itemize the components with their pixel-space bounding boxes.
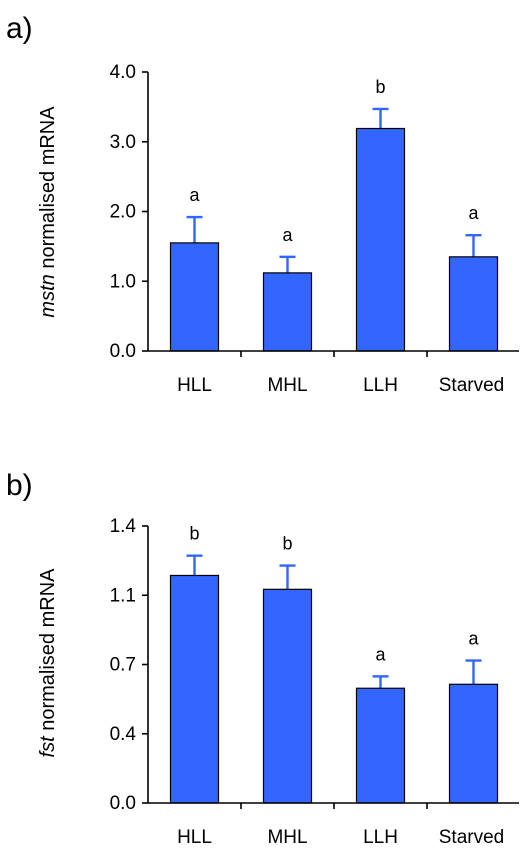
significance-label: a	[282, 225, 293, 245]
y-axis-label-a: mstn normalised mRNA	[37, 106, 59, 318]
bars-b: b b a a	[169, 524, 499, 809]
panel-b: b) fst normalised mRNA 0.0 0.4 0.7 1.1 1.4 b…	[6, 469, 519, 848]
category-label: LLH	[363, 827, 398, 848]
category-label: Starved	[439, 375, 504, 396]
category-label: Starved	[439, 827, 504, 848]
bar	[448, 683, 499, 804]
categories-a: HLL MHL LLH Starved	[177, 375, 504, 396]
bar	[169, 574, 220, 804]
y-tick-label: 3.0	[110, 132, 136, 153]
y-axis-label-b-rest: normalised mRNA	[37, 568, 59, 736]
significance-label: b	[375, 77, 385, 97]
y-tick-label: 0.0	[110, 793, 136, 814]
significance-label: b	[189, 524, 199, 544]
y-tick-label: 2.0	[110, 202, 136, 223]
y-ticks-b: 0.0 0.4 0.7 1.1 1.4	[110, 516, 148, 814]
bar	[448, 256, 499, 352]
y-tick-label: 0.7	[110, 655, 136, 676]
significance-label: a	[468, 629, 479, 649]
category-label: MHL	[267, 827, 307, 848]
y-axis-label-a-gene: mstn	[37, 274, 59, 317]
y-axis-label-b-gene: fst	[37, 735, 59, 758]
significance-label: a	[189, 185, 200, 205]
y-ticks-a: 0.0 1.0 2.0 3.0 4.0	[110, 62, 148, 362]
significance-label: a	[375, 644, 386, 664]
category-label: LLH	[363, 375, 398, 396]
category-label: MHL	[267, 375, 307, 396]
bar	[355, 127, 406, 352]
panel-a: a) mstn normalised mRNA 0.01.02.03.04.0 …	[6, 12, 519, 396]
category-label: HLL	[177, 827, 212, 848]
y-axis-label-b: fst normalised mRNA	[37, 568, 59, 758]
categories-b: HLL MHL LLH Starved	[177, 827, 504, 848]
category-label: HLL	[177, 375, 212, 396]
y-tick-label: 1.1	[110, 585, 136, 606]
significance-label: a	[468, 203, 479, 223]
bar	[355, 687, 406, 804]
y-axis-label-a-rest: normalised mRNA	[37, 106, 59, 274]
panel-label-b: b)	[6, 469, 33, 502]
y-tick-label: 0.4	[110, 724, 137, 745]
bars-a: a a b a	[169, 77, 499, 357]
bar	[262, 588, 313, 804]
bar	[169, 242, 220, 352]
y-tick-label: 1.0	[110, 271, 136, 292]
bar	[262, 272, 313, 352]
y-tick-label: 1.4	[110, 516, 137, 537]
y-tick-label: 4.0	[110, 62, 136, 83]
panel-label-a: a)	[6, 12, 33, 45]
y-tick-label: 0.0	[110, 341, 136, 362]
significance-label: b	[282, 534, 292, 554]
